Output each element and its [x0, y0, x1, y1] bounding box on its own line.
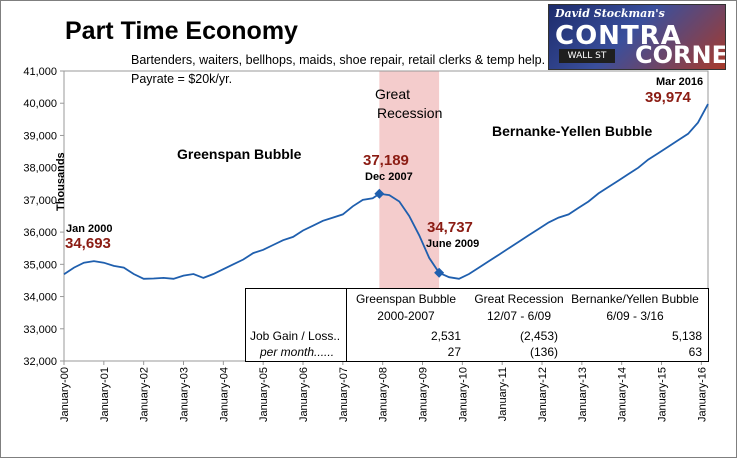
y-tick-label: 32,000 [23, 356, 57, 368]
end-date-label: Mar 2016 [656, 76, 704, 88]
x-tick-label: January-13 [577, 367, 589, 422]
end-value-label: 39,974 [645, 89, 691, 106]
x-tick-label: January-14 [617, 367, 629, 422]
recession-label-line1: Great [375, 86, 411, 102]
y-tick-label: 37,000 [23, 195, 57, 207]
x-tick-label: January-15 [657, 367, 669, 422]
table-period: 2000-2007 [377, 309, 435, 323]
logo-contra-text: CONTRA [555, 21, 682, 51]
table-period: 6/09 - 3/16 [606, 309, 664, 323]
x-tick-label: January-16 [696, 367, 708, 422]
peak-value-label: 37,189 [363, 152, 409, 169]
y-tick-label: 35,000 [23, 259, 57, 271]
x-tick-label: January-06 [298, 367, 310, 422]
y-tick-label: 36,000 [23, 227, 57, 239]
table-header: Bernanke/Yellen Bubble [571, 292, 699, 306]
table-cell: 27 [447, 345, 461, 359]
table-header: Great Recession [474, 292, 564, 306]
table-row-label: Job Gain / Loss.. [250, 329, 341, 343]
trough-date-label: June 2009 [426, 238, 480, 250]
y-tick-label: 40,000 [23, 98, 57, 110]
x-tick-label: January-02 [139, 367, 151, 422]
recession-label-line2: Recession [377, 105, 443, 121]
x-tick-label: January-03 [179, 367, 191, 422]
table-divider [346, 289, 347, 361]
table-period: 12/07 - 6/09 [486, 309, 552, 323]
greenspan-bubble-label: Greenspan Bubble [177, 146, 302, 162]
y-axis-label: Thousands [55, 152, 67, 211]
x-tick-label: January-09 [418, 367, 430, 422]
y-tick-label: 39,000 [23, 130, 57, 142]
y-tick-label: 41,000 [23, 66, 57, 78]
peak-date-label: Dec 2007 [365, 171, 413, 183]
data-point-marker [434, 267, 445, 278]
contra-corner-logo: David Stockman's CONTRA CORNER WALL ST [548, 4, 726, 70]
logo-corner-text: CORNER [635, 41, 725, 69]
job-gain-table: Greenspan Bubble Great Recession Bernank… [245, 288, 709, 362]
logo-byline: David Stockman's [555, 7, 665, 20]
table-header: Greenspan Bubble [355, 292, 457, 306]
x-tick-label: January-01 [99, 367, 111, 422]
x-axis: January-00 January-01 January-02 January-03… [59, 361, 708, 422]
table-cell: 5,138 [671, 329, 702, 343]
y-tick-label: 34,000 [23, 292, 57, 304]
x-tick-label: January-10 [457, 367, 469, 422]
table-cell: 2,531 [430, 329, 461, 343]
start-value-label: 34,693 [65, 235, 111, 252]
data-point-marker [374, 188, 385, 199]
x-tick-label: January-04 [218, 367, 230, 422]
y-tick-label: 33,000 [23, 324, 57, 336]
trough-value-label: 34,737 [427, 219, 473, 236]
table-cell: (2,453) [519, 329, 558, 343]
bernanke-yellen-bubble-label: Bernanke-Yellen Bubble [492, 123, 653, 139]
start-date-label: Jan 2000 [66, 223, 113, 235]
table-row-label: per month...... [260, 345, 335, 359]
y-axis: 32,000 33,000 34,000 35,000 36,000 37,000 38,0… [23, 66, 64, 368]
x-tick-label: January-12 [537, 367, 549, 422]
x-tick-label: January-05 [258, 367, 270, 422]
chart-title: Part Time Economy [65, 17, 298, 45]
wall-street-sign: WALL ST [559, 49, 615, 63]
series-line [63, 103, 709, 280]
y-tick-label: 38,000 [23, 163, 57, 175]
chart-subtitle: Bartenders, waiters, bellhops, maids, sh… [131, 53, 546, 67]
table-cell: 63 [688, 345, 702, 359]
data-markers [374, 188, 445, 278]
x-tick-label: January-00 [59, 367, 71, 422]
x-tick-label: January-07 [338, 367, 350, 422]
table-cell: (136) [529, 345, 558, 359]
x-tick-label: January-11 [497, 367, 509, 421]
x-tick-label: January-08 [378, 367, 390, 422]
payrate-note: Payrate = $20k/yr. [131, 72, 233, 86]
